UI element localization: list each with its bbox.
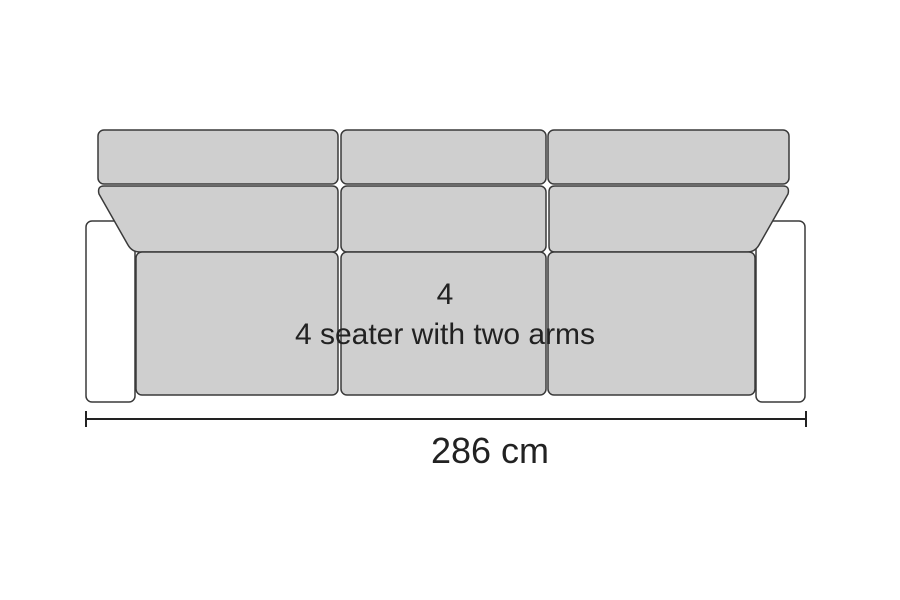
back-cushion-top-middle (340, 129, 547, 185)
seat-cushion-left (135, 251, 339, 396)
right-arm (755, 220, 806, 403)
model-description: 4 seater with two arms (294, 318, 596, 351)
model-number: 4 (436, 278, 454, 311)
back-cushion-top-left (97, 129, 339, 185)
width-dimension-line (85, 411, 807, 427)
width-dimension-label: 286 cm (430, 430, 550, 471)
seat-cushion-middle (340, 251, 547, 396)
back-cushion-lower-left (97, 185, 339, 253)
back-cushion-top-right (547, 129, 790, 185)
seat-cushion-right (547, 251, 756, 396)
back-cushion-lower-right (548, 185, 790, 253)
left-arm (85, 220, 136, 403)
back-cushion-lower-middle (340, 185, 547, 253)
